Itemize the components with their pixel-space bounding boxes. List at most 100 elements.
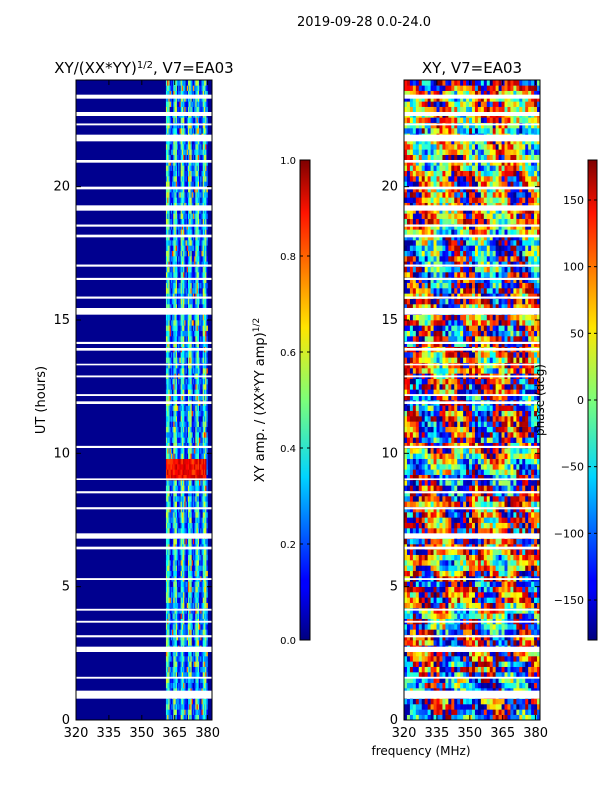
right-heatmap-cell xyxy=(481,656,484,662)
right-heatmap-cell xyxy=(460,699,463,705)
right-heatmap-cell xyxy=(522,624,525,630)
right-heatmap-cell xyxy=(522,629,525,635)
right-heatmap-cell xyxy=(475,709,478,715)
right-heatmap-cell xyxy=(519,629,522,635)
left-heatmap-cell xyxy=(206,656,208,662)
right-heatmap-cell xyxy=(425,661,428,667)
right-heatmap-cell xyxy=(463,640,466,646)
right-heatmap-cell xyxy=(502,709,505,715)
left-ytick-label: 20 xyxy=(53,180,70,195)
right-heatmap-cell xyxy=(454,672,457,678)
left-ytick-label: 5 xyxy=(62,580,70,595)
right-heatmap-cell xyxy=(419,661,422,667)
right-heatmap-cell xyxy=(434,709,437,715)
left-heatmap-cell xyxy=(206,107,208,113)
right-heatmap-cell xyxy=(493,715,496,721)
left-flagged-gap xyxy=(76,342,212,344)
left-heatmap-cell xyxy=(206,219,208,225)
right-heatmap-cell xyxy=(466,629,469,635)
left-heatmap-cell xyxy=(206,368,208,374)
left-heatmap-cell xyxy=(206,640,208,646)
left-heatmap-cell xyxy=(206,192,208,198)
right-heatmap-cell xyxy=(472,672,475,678)
right-heatmap-cell xyxy=(499,661,502,667)
right-heatmap-cell xyxy=(507,624,510,630)
right-heatmap-cell xyxy=(531,629,534,635)
right-heatmap-cell xyxy=(487,704,490,710)
right-heatmap-cell xyxy=(487,667,490,673)
right-heatmap-cell xyxy=(407,699,410,705)
right-heatmap-cell xyxy=(451,640,454,646)
left-heatmap-cell xyxy=(206,352,208,358)
right-heatmap-cell xyxy=(445,699,448,705)
left-heatmap-cell xyxy=(206,85,208,91)
left-flagged-gap xyxy=(76,364,212,366)
right-heatmap-cell xyxy=(422,699,425,705)
right-heatmap-cell xyxy=(505,715,508,721)
right-heatmap-cell xyxy=(507,661,510,667)
right-heatmap-cell xyxy=(484,683,487,689)
left-flagged-gap xyxy=(76,375,212,377)
right-heatmap-cell xyxy=(422,683,425,689)
right-heatmap-cell xyxy=(522,672,525,678)
right-heatmap-cell xyxy=(469,672,472,678)
left-flagged-gap xyxy=(76,635,212,637)
right-heatmap-cell xyxy=(490,656,493,662)
right-heatmap-cell xyxy=(490,709,493,715)
right-heatmap-cell xyxy=(525,624,528,630)
right-heatmap-cell xyxy=(493,672,496,678)
right-heatmap-cell xyxy=(451,709,454,715)
right-heatmap-cell xyxy=(478,672,481,678)
right-heatmap-cell xyxy=(439,709,442,715)
right-heatmap-cell xyxy=(478,624,481,630)
right-heatmap-cell xyxy=(410,624,413,630)
left-panel-title: XY/(XX*YY)1/2, V7=EA03 xyxy=(54,59,233,77)
right-heatmap-cell xyxy=(484,656,487,662)
left-heatmap-cell xyxy=(206,315,208,321)
right-heatmap-cell xyxy=(434,699,437,705)
right-heatmap-cell xyxy=(507,699,510,705)
right-heatmap-cell xyxy=(493,629,496,635)
right-heatmap-cell xyxy=(469,629,472,635)
right-heatmap-cell xyxy=(428,715,431,721)
right-heatmap-cell xyxy=(463,704,466,710)
right-heatmap-cell xyxy=(439,661,442,667)
left-heatmap-cell xyxy=(206,267,208,273)
right-heatmap-cell xyxy=(531,656,534,662)
left-heatmap-cell xyxy=(206,613,208,619)
right-heatmap-cell xyxy=(499,667,502,673)
right-heatmap-cell xyxy=(496,672,499,678)
right-heatmap-cell xyxy=(445,629,448,635)
right-heatmap-cell xyxy=(416,667,419,673)
right-heatmap-cell xyxy=(534,667,537,673)
right-heatmap-cell xyxy=(422,704,425,710)
right-heatmap-cell xyxy=(487,683,490,689)
right-heatmap-cell xyxy=(472,624,475,630)
right-heatmap-cell xyxy=(425,709,428,715)
right-heatmap-cell xyxy=(448,699,451,705)
right-heatmap-cell xyxy=(413,672,416,678)
right-heatmap-cell xyxy=(528,683,531,689)
right-heatmap-cell xyxy=(519,715,522,721)
right-heatmap-cell xyxy=(410,667,413,673)
right-heatmap-cell xyxy=(410,661,413,667)
right-heatmap-cell xyxy=(451,656,454,662)
right-heatmap-cell xyxy=(496,699,499,705)
right-heatmap-cell xyxy=(519,709,522,715)
right-heatmap-cell xyxy=(466,683,469,689)
right-heatmap-cell xyxy=(425,629,428,635)
right-heatmap-cell xyxy=(428,683,431,689)
left-heatmap xyxy=(76,80,212,720)
right-heatmap-cell xyxy=(454,704,457,710)
right-heatmap-cell xyxy=(469,667,472,673)
right-heatmap-cell xyxy=(516,656,519,662)
right-heatmap-cell xyxy=(428,667,431,673)
right-heatmap-cell xyxy=(531,683,534,689)
right-heatmap-cell xyxy=(487,624,490,630)
right-heatmap-cell xyxy=(513,709,516,715)
right-heatmap-cell xyxy=(460,672,463,678)
right-heatmap-cell xyxy=(484,624,487,630)
right-heatmap-cell xyxy=(454,624,457,630)
right-heatmap-cell xyxy=(519,667,522,673)
